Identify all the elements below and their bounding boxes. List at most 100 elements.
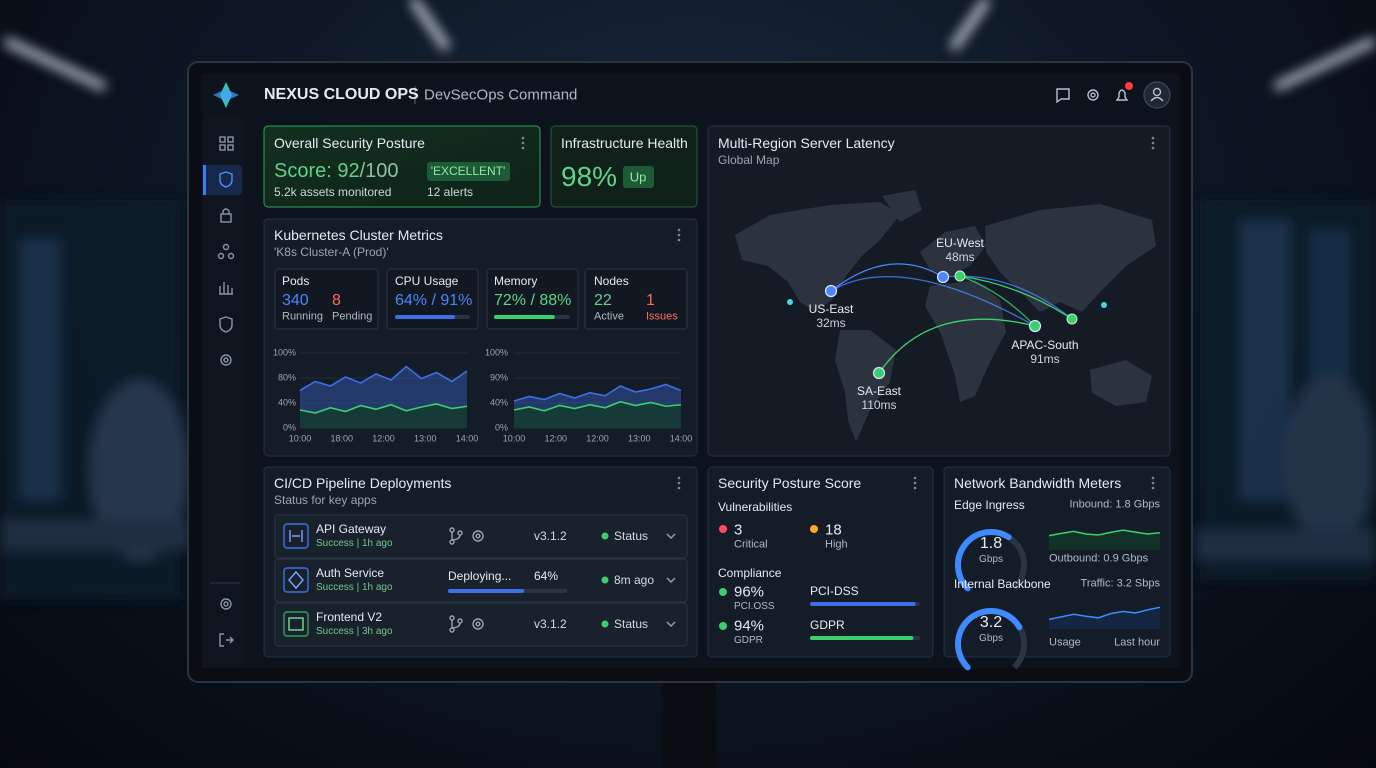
panel-title: Multi-Region Server Latency — [718, 135, 895, 151]
area — [300, 404, 467, 428]
tile-value: 22 — [594, 292, 612, 309]
tile-caption: Running — [282, 310, 323, 323]
sidebar-icons — [210, 136, 240, 647]
panel-title: Infrastructure Health — [561, 135, 688, 151]
region-latency: 110ms — [861, 398, 897, 412]
pipeline-state: Status — [614, 529, 649, 543]
tile-value: 340 — [282, 292, 309, 309]
panel-subtitle: Global Map — [718, 153, 780, 167]
compliance-name: PCI-DSS — [810, 584, 859, 598]
health-value: 98% — [561, 161, 618, 192]
region-name: EU-West — [936, 236, 984, 250]
x-tick-label: 14:00 — [669, 433, 693, 444]
panel-subtitle: 'K8s Cluster-A (Prod)' — [274, 245, 389, 259]
pipeline-state: 8m ago — [614, 573, 655, 587]
vuln-label: High — [825, 538, 848, 551]
meter-unit: Gbps — [979, 554, 1003, 565]
world-map — [735, 190, 1156, 442]
region-name: APAC-South — [1011, 338, 1079, 352]
pipeline-icons — [283, 523, 676, 637]
x-tick-label: 12:00 — [372, 433, 395, 444]
tile-label: Pods — [282, 274, 310, 288]
line — [513, 383, 682, 402]
axis-caption: Last hour — [1114, 636, 1160, 649]
vuln-count: 18 — [825, 521, 842, 539]
pipeline-status: Success | 3h ago — [316, 626, 393, 637]
panel-subtitle: Status for key apps — [274, 493, 377, 507]
background-office — [0, 0, 1376, 600]
compliance-name: GDPR — [810, 618, 845, 632]
y-tick-label: 80% — [277, 372, 296, 383]
memory-bar — [494, 315, 555, 319]
tile-caption: Issues — [646, 310, 678, 323]
panel-title: Overall Security Posture — [274, 135, 425, 151]
pipeline-version: v3.1.2 — [534, 529, 567, 543]
progress-label: 64% — [534, 569, 559, 583]
status-dot — [601, 620, 609, 628]
y-tick-label: 0% — [494, 422, 508, 433]
tile-caption: Pending — [332, 310, 373, 323]
assets: 5.2k assets monitored — [274, 185, 392, 199]
region-latency: 48ms — [945, 250, 975, 264]
brand: NEXUS CLOUD OPS — [264, 86, 419, 103]
meter-unit: Gbps — [979, 633, 1003, 644]
y-tick-label: 100% — [484, 347, 508, 358]
pipeline-name: Auth Service — [316, 566, 385, 580]
cpu-bar — [395, 315, 455, 319]
line — [299, 403, 468, 414]
tile-label: CPU Usage — [395, 274, 459, 288]
tile-label: Nodes — [594, 274, 629, 288]
region-name: US-East — [808, 302, 854, 316]
pipeline-name: Frontend V2 — [316, 610, 383, 624]
map-dots — [787, 270, 1107, 325]
x-tick-label: 12:00 — [544, 433, 568, 444]
meter-rate: Outbound: 0.9 Gbps — [1049, 552, 1149, 565]
compliance-caption: PCI.OSS — [734, 601, 775, 612]
compliance-value: 96% — [734, 583, 765, 601]
panel-title: Security Posture Score — [718, 475, 862, 491]
pipeline-status: Success | 1h ago — [316, 538, 393, 549]
compliance-bar — [810, 602, 916, 606]
vuln-label: Critical — [734, 538, 768, 551]
section-title: Vulnerabilities — [718, 500, 793, 514]
x-tick-label: 13:00 — [627, 433, 651, 444]
x-tick-label: 10:00 — [288, 433, 312, 444]
score: Score: 92/100 — [274, 161, 399, 181]
tile-label: Memory — [494, 274, 538, 288]
compliance-value: 94% — [734, 617, 765, 635]
region-node — [936, 270, 950, 284]
line — [299, 365, 468, 392]
compliance-bar — [810, 636, 914, 640]
meter-title: Internal Backbone — [954, 577, 1051, 591]
meter-value: 3.2 — [979, 614, 1003, 631]
tile-value: 72% / 88% — [494, 292, 572, 309]
x-tick-label: 12:00 — [586, 433, 609, 444]
y-tick-label: 100% — [272, 347, 296, 358]
section-title: Compliance — [718, 566, 782, 580]
region-latency: 91ms — [1030, 352, 1060, 366]
status-dot — [601, 576, 609, 584]
y-tick-label: 40% — [489, 397, 508, 408]
y-tick-label: 0% — [282, 422, 296, 433]
pipeline-state: Status — [614, 617, 649, 631]
x-tick-label: 10:00 — [502, 433, 526, 444]
badge: 'EXCELLENT' — [430, 164, 506, 178]
pipeline-version: v3.1.2 — [534, 617, 567, 631]
score-part: Score: 92 — [274, 160, 360, 182]
region-node — [872, 366, 886, 380]
high-dot — [810, 525, 818, 533]
header-icons — [1056, 81, 1171, 109]
meter-title: Edge Ingress — [954, 498, 1025, 512]
y-tick-label: 40% — [277, 397, 296, 408]
deploying: Deploying... — [448, 569, 512, 583]
panel-title: CI/CD Pipeline Deployments — [274, 475, 452, 491]
region-name: SA-East — [856, 384, 902, 398]
region-node — [824, 284, 838, 298]
pipeline-status: Success | 1h ago — [316, 582, 393, 593]
compliance-dot — [719, 622, 727, 630]
status-badge: Up — [629, 169, 647, 185]
panel-title: Network Bandwidth Meters — [954, 475, 1122, 491]
vuln-count: 3 — [734, 521, 743, 539]
